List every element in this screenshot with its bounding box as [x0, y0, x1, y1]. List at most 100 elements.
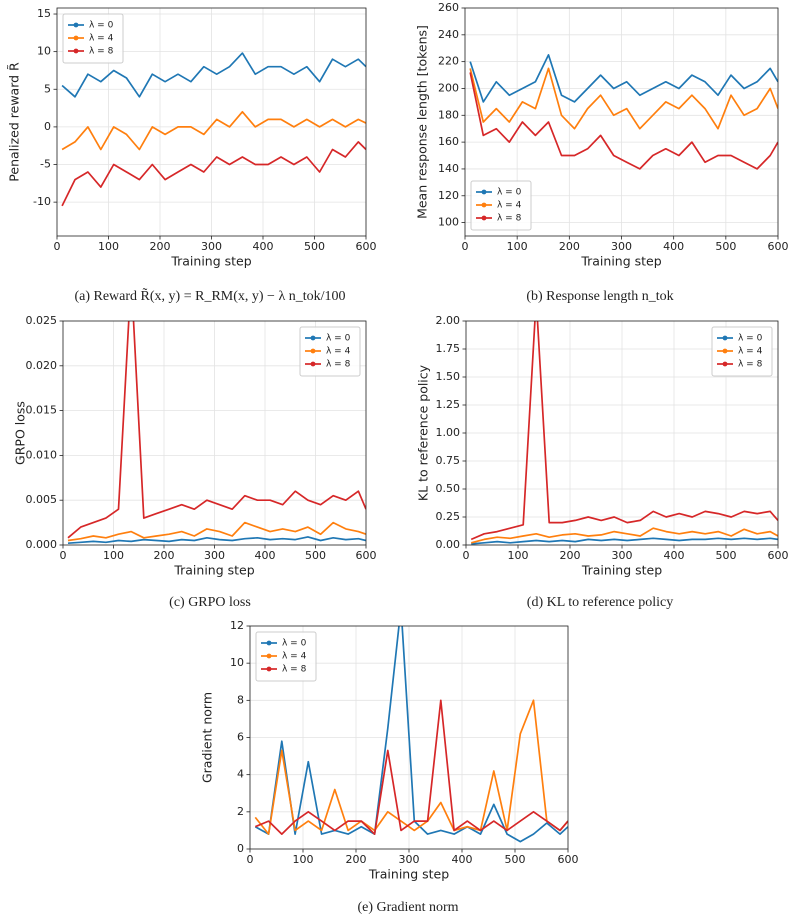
x-tick-label: 200: [150, 240, 171, 253]
series-line: [67, 536, 366, 545]
x-tick-label: 600: [356, 549, 377, 562]
y-tick-label: 160: [438, 135, 459, 148]
legend-label: λ = 8: [326, 360, 351, 370]
x-tick-label: 400: [255, 549, 276, 562]
x-tick-label: 100: [103, 549, 124, 562]
legend-marker: [266, 640, 272, 646]
y-tick-label: 0: [44, 120, 51, 133]
y-tick-label: -10: [33, 195, 51, 208]
y-tick-label: 1.25: [436, 398, 461, 411]
legend-label: λ = 4: [89, 34, 114, 44]
panel: 0 100 200 300 400 500 600100120140160180200220…: [415, 1, 789, 304]
x-tick-label: 0: [54, 240, 61, 253]
x-tick-label: 0: [247, 853, 254, 866]
series-line: [470, 527, 778, 544]
series-line: [61, 52, 366, 98]
x-axis-label: Training step: [581, 563, 662, 578]
series-line: [469, 72, 778, 170]
legend-label: λ = 0: [89, 21, 114, 31]
series-group: [61, 52, 366, 207]
y-tick-label: 4: [237, 768, 244, 781]
series-line: [254, 699, 568, 835]
caption: (a) Reward R̃(x, y) = R_RM(x, y) − λ n_t…: [74, 287, 345, 304]
panel: 0 100 200 300 400 500 600 0 2 4 6 8 10 12 Training ste…: [200, 619, 579, 915]
legend: λ = 0 λ = 4 λ = 8: [711, 326, 773, 377]
y-tick-label: 10: [37, 45, 51, 58]
series-group: [470, 321, 778, 545]
x-tick-label: 600: [558, 853, 579, 866]
x-axis-label: Training step: [368, 867, 449, 882]
x-tick-label: 0: [60, 549, 67, 562]
x-tick-label: 100: [293, 853, 314, 866]
y-tick-label: 0: [237, 842, 244, 855]
y-tick-label: 0.020: [26, 359, 58, 372]
legend-marker: [722, 348, 728, 354]
x-tick-label: 100: [507, 240, 528, 253]
legend-marker: [266, 653, 272, 659]
y-tick-label: -5: [40, 158, 51, 171]
series-line: [61, 141, 366, 207]
y-tick-label: 0.25: [436, 510, 461, 523]
y-axis-label: KL to reference policy: [416, 364, 431, 501]
legend-marker: [310, 348, 316, 354]
y-tick-label: 100: [438, 216, 459, 229]
series-line: [61, 110, 366, 151]
caption: (e) Gradient norm: [357, 900, 458, 915]
x-tick-label: 400: [452, 853, 473, 866]
x-tick-label: 600: [768, 240, 789, 253]
legend: λ = 0 λ = 4 λ = 8: [470, 180, 532, 231]
x-tick-label: 200: [154, 549, 175, 562]
x-tick-label: 600: [356, 240, 377, 253]
series-line: [67, 521, 366, 542]
x-tick-label: 600: [768, 549, 789, 562]
x-tick-label: 100: [508, 549, 529, 562]
legend-label: λ = 0: [738, 334, 763, 344]
x-tick-label: 300: [612, 549, 633, 562]
y-axis-label: Penalized reward R̃: [7, 62, 22, 182]
y-tick-label: 0.50: [436, 482, 461, 495]
legend-label: λ = 4: [326, 347, 351, 357]
y-tick-label: 240: [438, 28, 459, 41]
legend-label: λ = 0: [326, 334, 351, 344]
plot-frame: [464, 7, 779, 237]
y-tick-label: 5: [44, 82, 51, 95]
y-tick-label: 0.005: [26, 493, 58, 506]
legend-marker: [722, 335, 728, 341]
caption: (d) KL to reference policy: [527, 595, 673, 610]
y-tick-label: 0.75: [436, 454, 461, 467]
y-tick-label: 120: [438, 189, 459, 202]
series-line: [67, 321, 366, 539]
y-tick-label: 10: [230, 656, 244, 669]
x-tick-label: 500: [715, 240, 736, 253]
y-tick-label: 260: [438, 1, 459, 14]
legend-marker: [310, 361, 316, 367]
caption: (c) GRPO loss: [169, 595, 251, 610]
y-tick-label: 0.010: [26, 448, 58, 461]
x-tick-label: 300: [201, 240, 222, 253]
x-tick-label: 400: [253, 240, 274, 253]
x-tick-label: 400: [664, 549, 685, 562]
x-tick-label: 500: [304, 240, 325, 253]
series-group: [254, 626, 568, 843]
y-tick-label: 1.00: [436, 426, 461, 439]
legend-marker: [266, 666, 272, 672]
y-tick-label: 1.75: [436, 342, 461, 355]
caption: (b) Response length n_tok: [526, 289, 673, 304]
legend-label: λ = 0: [497, 188, 522, 198]
y-tick-label: 2.00: [436, 314, 461, 327]
y-tick-label: 0.000: [26, 538, 58, 551]
x-axis-label: Training step: [170, 254, 251, 269]
y-tick-label: 12: [230, 619, 244, 632]
legend-marker: [310, 335, 316, 341]
panel: 0 100 200 300 400 500 600 -10 -5 0 5 10 15 Training s…: [7, 7, 377, 304]
legend-marker: [722, 361, 728, 367]
series-line: [469, 67, 778, 130]
x-tick-label: 500: [305, 549, 326, 562]
series-line: [469, 54, 778, 103]
legend: λ = 0 λ = 4 λ = 8: [299, 326, 361, 377]
legend: λ = 0 λ = 4 λ = 8: [255, 631, 317, 682]
series-group: [67, 321, 366, 545]
plot-frame: [249, 625, 569, 850]
